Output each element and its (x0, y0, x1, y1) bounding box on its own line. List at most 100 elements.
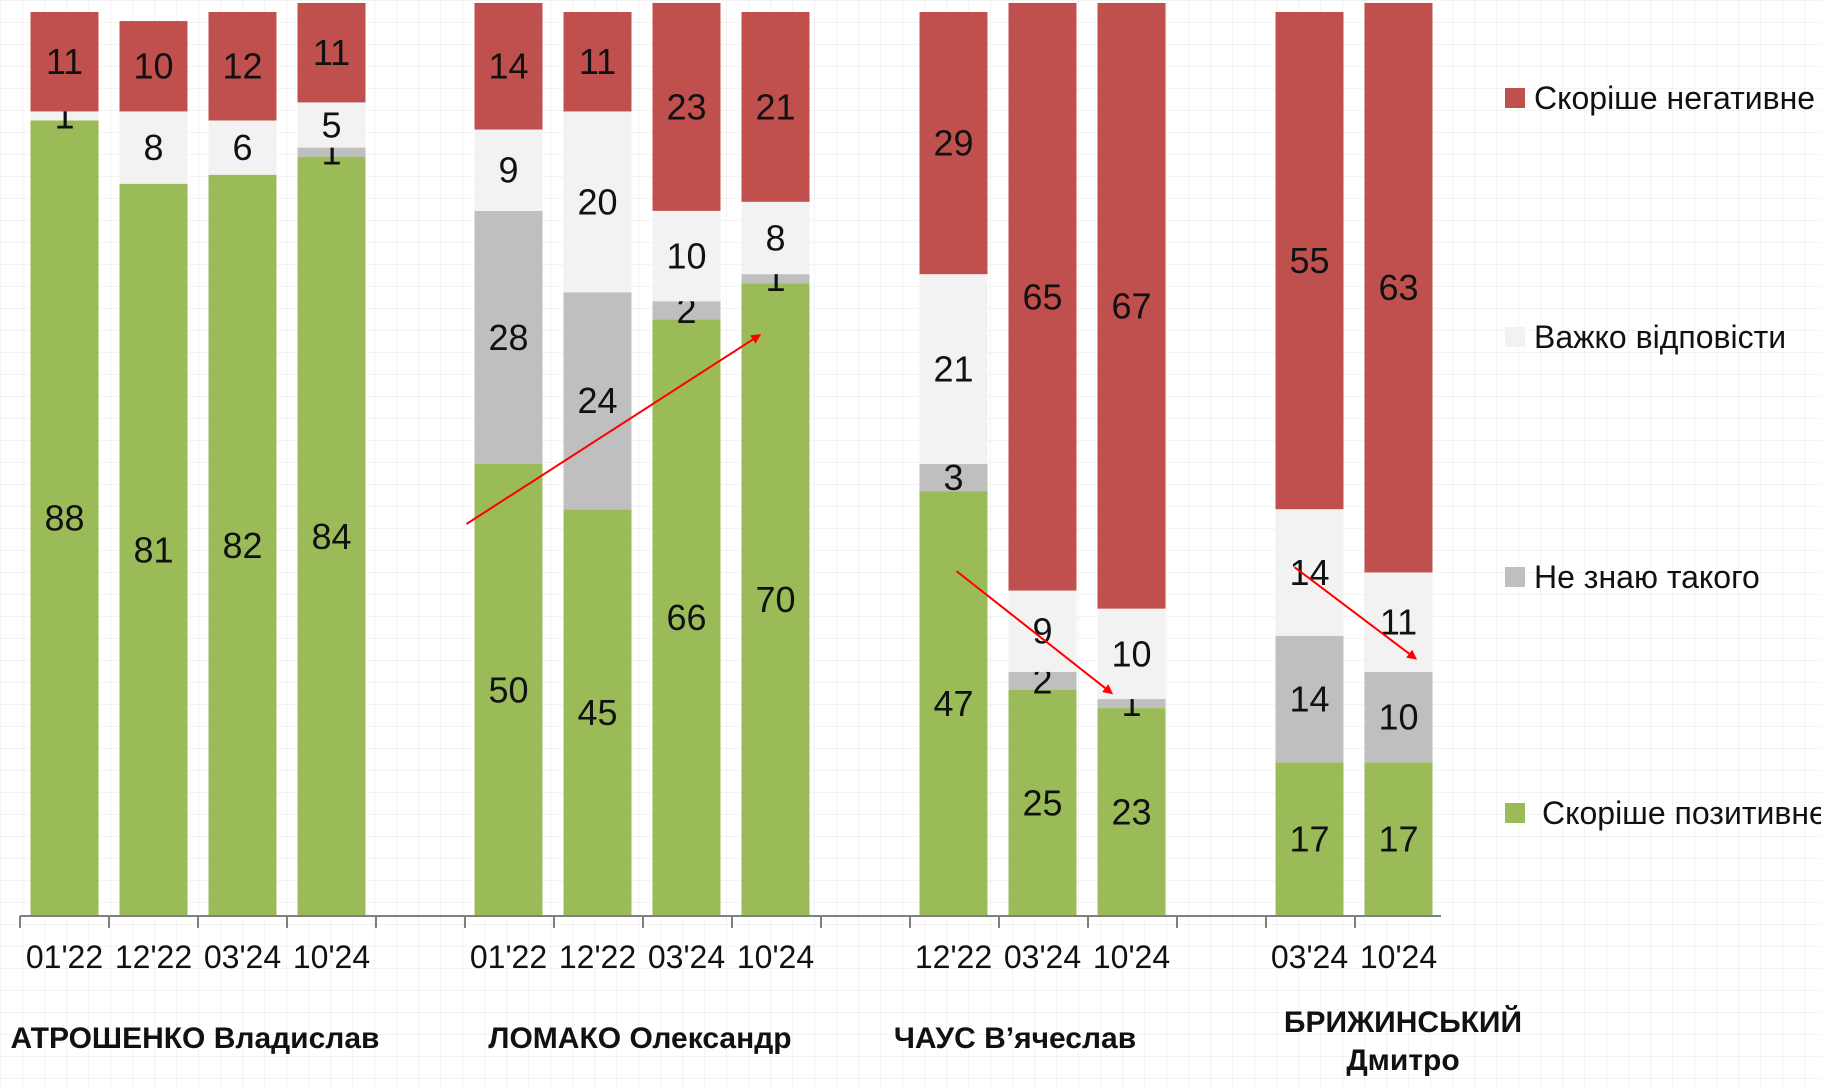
x-tick-label: 12'22 (115, 939, 192, 975)
bar-segment-hard_to_say (652, 210, 721, 302)
data-label: 9 (1032, 611, 1052, 652)
bar-segment-dont_know (741, 274, 810, 284)
data-label: 10 (133, 46, 173, 87)
bar-segment-negative (563, 12, 632, 112)
bar-segment-hard_to_say (474, 129, 543, 211)
x-tick-label: 10'24 (737, 939, 814, 975)
trend-arrow (955, 570, 1114, 695)
bar-segment-dont_know (297, 147, 366, 157)
x-tick-label: 01'22 (470, 939, 547, 975)
bar-segment-dont_know (652, 301, 721, 320)
x-tick-label: 10'24 (293, 939, 370, 975)
bar-segment-dont_know (1097, 699, 1166, 709)
bar-segment-positive (297, 156, 366, 916)
bar-segment-negative (919, 12, 988, 275)
bar-segment-hard_to_say (1097, 608, 1166, 700)
legend-label: Скоріше негативне (1534, 80, 1815, 116)
stacked-bar: 82 6 12 (208, 12, 277, 917)
bar-segment-positive (1364, 762, 1433, 916)
legend-label: Важко відповісти (1534, 319, 1786, 355)
bar-segment-negative (1097, 2, 1166, 609)
data-label: 17 (1289, 819, 1329, 860)
bar-segment-negative (1364, 2, 1433, 573)
data-label: 12 (222, 46, 262, 87)
stacked-bar: 50 28 9 14 (474, 2, 543, 916)
data-label: 3 (943, 457, 963, 498)
bar-segment-dont_know (1275, 635, 1344, 763)
legend-swatch (1505, 803, 1525, 823)
data-label: 11 (313, 32, 350, 73)
bar-segment-dont_know (1364, 671, 1433, 763)
bar-segment-negative (30, 12, 99, 112)
data-label: 50 (488, 670, 528, 711)
x-tick-label: 03'24 (1004, 939, 1081, 975)
bar-segment-positive (563, 509, 632, 916)
group-label: ЛОМАКО Олександр (488, 1022, 791, 1055)
stacked-bar: 47 3 21 29 (919, 12, 988, 916)
legend-swatch (1505, 567, 1525, 587)
bar-segment-hard_to_say (919, 274, 988, 464)
bar-segment-positive (208, 174, 277, 917)
data-label: 66 (666, 597, 706, 638)
bar-segment-negative (1275, 12, 1344, 510)
stacked-bar: 45 24 20 11 (563, 12, 632, 916)
data-label: 10 (666, 236, 706, 277)
data-label: 24 (577, 380, 617, 421)
data-label: 88 (44, 498, 84, 539)
bar-segment-positive (1008, 690, 1077, 916)
group-label: АТРОШЕНКО Владислав (10, 1022, 379, 1055)
legend: Скоріше негативне Важко відповісти Не знаю… (1505, 80, 1821, 831)
group-label: ЧАУС В’ячеслав (894, 1022, 1136, 1055)
bar-segment-positive (741, 283, 810, 916)
data-label: 14 (1289, 552, 1329, 593)
x-tick-label: 12'22 (915, 939, 992, 975)
bar-segment-positive (652, 319, 721, 916)
data-label: 70 (755, 579, 795, 620)
data-label: 25 (1022, 783, 1062, 824)
bar-segment-negative (297, 2, 366, 103)
bar-segment-negative (474, 2, 543, 130)
bar-segment-negative (119, 21, 188, 112)
bars-layer: 8811181810826128415115028914452420116621… (30, 2, 1433, 917)
bar-segment-positive (119, 183, 188, 916)
bar-segment-negative (741, 12, 810, 202)
x-tick-label: 10'24 (1360, 939, 1437, 975)
data-label: 17 (1378, 819, 1418, 860)
data-label: 28 (488, 317, 528, 358)
data-label: 9 (498, 150, 518, 191)
bar-segment-hard_to_say (1364, 572, 1433, 672)
bar-segment-dont_know (919, 464, 988, 492)
data-label: 11 (579, 41, 616, 82)
x-tick-label: 03'24 (204, 939, 281, 975)
bar-segment-hard_to_say (1275, 509, 1344, 636)
bar-segment-positive (474, 464, 543, 916)
data-label: 14 (488, 46, 528, 87)
bar-segment-positive (30, 120, 99, 917)
bar-segment-negative (652, 2, 721, 211)
data-label: 55 (1289, 240, 1329, 281)
bar-segment-positive (1097, 708, 1166, 916)
legend-item: Не знаю такого (1505, 559, 1760, 595)
stacked-bar: 17 14 14 55 (1275, 12, 1344, 916)
bar-segment-hard_to_say (30, 111, 99, 121)
data-label: 14 (1289, 679, 1329, 720)
trend-arrow (465, 334, 762, 525)
bar-segment-dont_know (1008, 671, 1077, 690)
legend-swatch (1505, 88, 1525, 108)
legend-item: Важко відповісти (1505, 319, 1786, 355)
data-label: 47 (933, 683, 973, 724)
bar-segment-negative (1008, 2, 1077, 591)
data-label: 23 (1111, 792, 1151, 833)
bar-segment-dont_know (563, 292, 632, 510)
data-label: 21 (933, 349, 973, 390)
stacked-bar: 81 8 10 (119, 21, 188, 916)
data-label: 10 (1378, 697, 1418, 738)
legend-label: Не знаю такого (1534, 559, 1760, 595)
x-tick-label: 10'24 (1093, 939, 1170, 975)
